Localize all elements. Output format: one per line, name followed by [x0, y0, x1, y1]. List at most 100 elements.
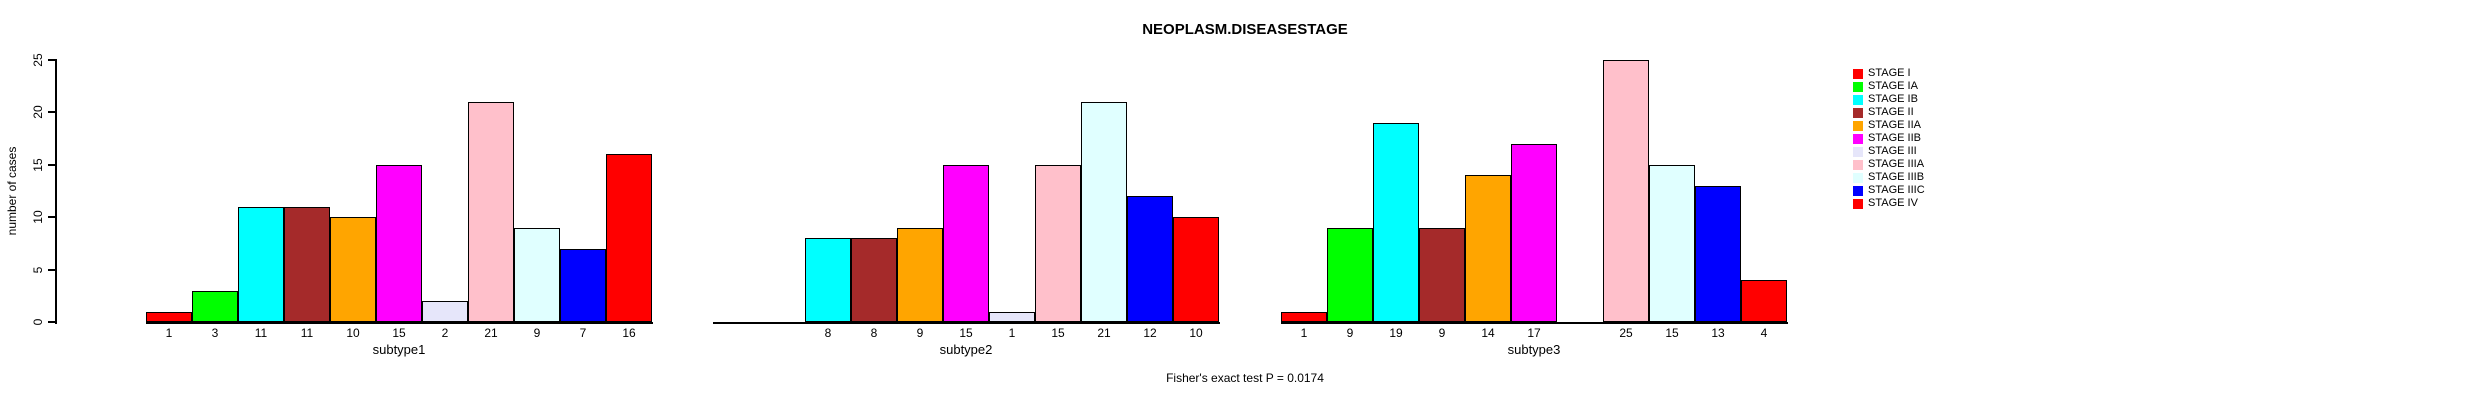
x-baseline	[713, 322, 1220, 324]
bar-stage-iiib	[1649, 165, 1695, 322]
y-tick-label: 5	[31, 266, 45, 274]
bar-value-label: 16	[622, 326, 636, 340]
bar-stage-iv	[1173, 217, 1219, 322]
bar-stage-ia	[1327, 228, 1373, 322]
legend-swatch-stage-i	[1853, 68, 1863, 79]
bar-stage-iiic	[560, 249, 606, 322]
y-tick	[48, 321, 55, 323]
bar-value-label: 15	[1051, 326, 1065, 340]
y-axis-title: number of cases	[5, 146, 19, 236]
legend-item: STAGE IB	[1853, 93, 1918, 106]
bar-value-label: 8	[870, 326, 878, 340]
legend-label: STAGE II	[1868, 106, 1914, 118]
bar-stage-ii	[1419, 228, 1465, 322]
bar-value-label: 19	[1389, 326, 1403, 340]
bar-value-label: 1	[1008, 326, 1016, 340]
bar-value-label: 15	[392, 326, 406, 340]
y-tick	[48, 216, 55, 218]
y-tick-label: 15	[31, 158, 45, 172]
bar-stage-iiic	[1695, 186, 1741, 322]
bar-value-label: 21	[1097, 326, 1111, 340]
legend-label: STAGE IB	[1868, 93, 1918, 105]
y-tick	[48, 59, 55, 61]
bar-stage-iia	[330, 217, 376, 322]
legend-swatch-stage-iia	[1853, 120, 1863, 131]
legend-item: STAGE I	[1853, 67, 1911, 80]
y-tick-label: 20	[31, 105, 45, 119]
legend-item: STAGE IA	[1853, 80, 1918, 93]
legend-swatch-stage-ib	[1853, 94, 1863, 105]
bar-value-label: 7	[579, 326, 587, 340]
legend-item: STAGE III	[1853, 145, 1917, 158]
bar-value-label: 13	[1711, 326, 1725, 340]
bar-value-label: 14	[1481, 326, 1495, 340]
bar-stage-i	[146, 312, 192, 322]
legend-swatch-stage-iiic	[1853, 185, 1863, 196]
legend-swatch-stage-iv	[1853, 198, 1863, 209]
chart-title: NEOPLASM.DISEASESTAGE	[1142, 21, 1348, 38]
bar-stage-ii	[851, 238, 897, 322]
bar-stage-ii	[284, 207, 330, 322]
bar-stage-iii	[989, 312, 1035, 322]
bar-value-label: 15	[959, 326, 973, 340]
y-tick	[48, 164, 55, 166]
bar-value-label: 25	[1619, 326, 1633, 340]
bar-value-label: 8	[824, 326, 832, 340]
y-tick-label: 10	[31, 210, 45, 224]
bar-value-label: 11	[254, 326, 268, 340]
legend-label: STAGE IIIA	[1868, 158, 1925, 170]
legend-label: STAGE IV	[1868, 197, 1918, 209]
legend-label: STAGE IIIB	[1868, 171, 1925, 183]
bar-value-label: 1	[1300, 326, 1308, 340]
bar-value-label: 9	[1346, 326, 1354, 340]
bar-stage-iib	[376, 165, 422, 322]
x-baseline	[146, 322, 653, 324]
bar-stage-iiic	[1127, 196, 1173, 322]
y-tick-label: 0	[31, 318, 45, 326]
legend-swatch-stage-iiib	[1853, 172, 1863, 183]
y-tick	[48, 111, 55, 113]
legend-item: STAGE IIIA	[1853, 158, 1924, 171]
legend-swatch-stage-iii	[1853, 146, 1863, 157]
legend-label: STAGE IA	[1868, 80, 1918, 92]
bar-stage-iib	[943, 165, 989, 322]
legend-item: STAGE II	[1853, 106, 1914, 119]
legend-item: STAGE IIB	[1853, 132, 1921, 145]
bar-stage-iia	[1465, 175, 1511, 322]
group-label-subtype2: subtype2	[939, 342, 993, 357]
y-axis-line	[55, 59, 57, 324]
legend-item: STAGE IV	[1853, 197, 1918, 210]
bar-value-label: 10	[346, 326, 360, 340]
bar-value-label: 15	[1665, 326, 1679, 340]
bar-value-label: 10	[1189, 326, 1203, 340]
legend-item: STAGE IIIB	[1853, 171, 1924, 184]
bar-stage-iia	[897, 228, 943, 322]
legend-label: STAGE III	[1868, 145, 1917, 157]
bar-stage-iib	[1511, 144, 1557, 322]
x-baseline	[1281, 322, 1788, 324]
bar-stage-iiia	[468, 102, 514, 322]
bar-stage-iiib	[1081, 102, 1127, 322]
legend-item: STAGE IIA	[1853, 119, 1921, 132]
legend-label: STAGE IIA	[1868, 119, 1921, 131]
bar-value-label: 9	[916, 326, 924, 340]
bar-stage-ib	[238, 207, 284, 322]
bar-stage-ib	[1373, 123, 1419, 322]
legend-swatch-stage-ii	[1853, 107, 1863, 118]
bar-stage-iii	[422, 301, 468, 322]
bar-stage-iv	[1741, 280, 1787, 322]
legend-label: STAGE IIB	[1868, 132, 1921, 144]
bar-value-label: 12	[1143, 326, 1157, 340]
bar-stage-iiia	[1603, 60, 1649, 322]
bar-stage-iiia	[1035, 165, 1081, 322]
bar-value-label: 2	[441, 326, 449, 340]
bar-value-label: 17	[1527, 326, 1541, 340]
y-tick-label: 25	[31, 53, 45, 67]
legend-item: STAGE IIIC	[1853, 184, 1925, 197]
legend-swatch-stage-iiia	[1853, 159, 1863, 170]
y-tick	[48, 269, 55, 271]
bar-stage-ia	[192, 291, 238, 322]
bar-value-label: 9	[533, 326, 541, 340]
group-label-subtype3: subtype3	[1507, 342, 1561, 357]
